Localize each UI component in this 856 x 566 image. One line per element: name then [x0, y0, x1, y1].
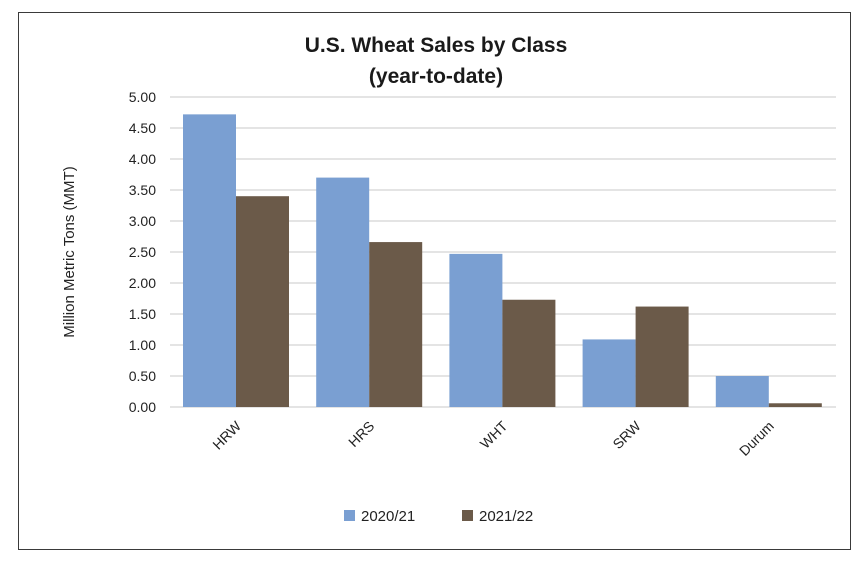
y-tick-label: 3.00	[129, 213, 156, 229]
x-category-label: SRW	[609, 417, 644, 452]
bar-srw-2021-22	[635, 306, 689, 407]
y-tick-label: 2.00	[129, 275, 156, 291]
legend-label: 2021/22	[479, 508, 533, 525]
bar-durum-2020-21	[715, 376, 769, 407]
y-tick-label: 1.00	[129, 337, 156, 353]
y-axis-label: Million Metric Tons (MMT)	[61, 166, 78, 337]
bar-srw-2020-21	[582, 339, 636, 407]
y-tick-label: 0.50	[129, 368, 156, 384]
bar-hrs-2021-22	[369, 242, 423, 407]
bar-wht-2021-22	[502, 299, 556, 407]
legend: 2020/21 2021/22	[344, 508, 533, 525]
x-category-label: HRS	[345, 418, 377, 450]
legend-swatch	[344, 510, 355, 521]
chart-title: U.S. Wheat Sales by Class	[305, 34, 568, 57]
bar-wht-2020-21	[449, 253, 503, 407]
y-tick-label: 4.50	[129, 120, 156, 136]
bar-hrw-2021-22	[236, 196, 289, 407]
category-labels: HRW HRS WHT SRW Durum	[209, 417, 777, 459]
y-tick-label: 1.50	[129, 306, 156, 322]
bar-hrs-2020-21	[316, 177, 370, 407]
bar-durum-2021-22	[768, 403, 822, 407]
y-tick-label: 2.50	[129, 244, 156, 260]
y-tick-label: 4.00	[129, 151, 156, 167]
legend-swatch	[462, 510, 473, 521]
legend-label: 2020/21	[361, 508, 415, 525]
x-category-label: HRW	[209, 417, 244, 452]
y-tick-label: 5.00	[129, 89, 156, 105]
chart-frame	[18, 12, 851, 550]
y-tick-label: 0.00	[129, 399, 156, 415]
y-tick-label: 3.50	[129, 182, 156, 198]
chart-subtitle: (year-to-date)	[369, 65, 503, 88]
bar-hrw-2020-21	[183, 114, 236, 408]
y-tick-labels: 0.00 0.50 1.00 1.50 2.00 2.50 3.00 3.50 4.00 4.50…	[129, 89, 156, 415]
x-category-label: Durum	[736, 418, 777, 459]
bars	[183, 114, 822, 408]
x-category-label: WHT	[477, 418, 511, 452]
